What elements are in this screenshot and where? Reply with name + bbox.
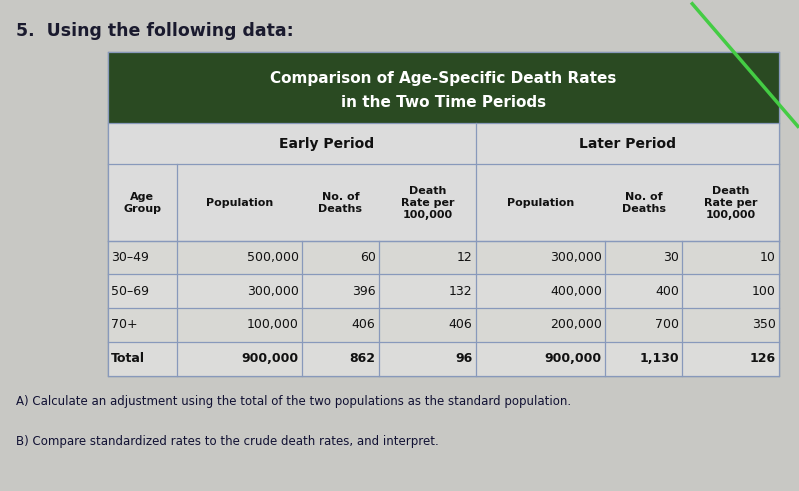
Text: Death
Rate per
100,000: Death Rate per 100,000 bbox=[400, 186, 454, 219]
Text: No. of
Deaths: No. of Deaths bbox=[318, 191, 362, 214]
Text: 400: 400 bbox=[655, 285, 679, 298]
Text: B) Compare standardized rates to the crude death rates, and interpret.: B) Compare standardized rates to the cru… bbox=[16, 435, 439, 447]
Bar bbox=[108, 164, 779, 241]
Text: 50–69: 50–69 bbox=[111, 285, 149, 298]
Text: Population: Population bbox=[205, 197, 273, 208]
Bar bbox=[108, 52, 779, 123]
Text: 500,000: 500,000 bbox=[247, 251, 299, 264]
Text: 5.  Using the following data:: 5. Using the following data: bbox=[16, 22, 294, 40]
Text: 100,000: 100,000 bbox=[247, 319, 299, 331]
Text: 60: 60 bbox=[360, 251, 376, 264]
Bar bbox=[108, 241, 779, 274]
Text: 12: 12 bbox=[457, 251, 472, 264]
Text: 1,130: 1,130 bbox=[639, 352, 679, 365]
Text: Total: Total bbox=[111, 352, 145, 365]
Text: 132: 132 bbox=[449, 285, 472, 298]
Text: 400,000: 400,000 bbox=[550, 285, 602, 298]
Text: 70+: 70+ bbox=[111, 319, 137, 331]
Text: Population: Population bbox=[507, 197, 574, 208]
Text: 300,000: 300,000 bbox=[247, 285, 299, 298]
Text: 700: 700 bbox=[655, 319, 679, 331]
Text: 862: 862 bbox=[349, 352, 376, 365]
Text: 900,000: 900,000 bbox=[545, 352, 602, 365]
Bar bbox=[108, 342, 779, 376]
Text: 30: 30 bbox=[663, 251, 679, 264]
Bar bbox=[108, 274, 779, 308]
Text: 10: 10 bbox=[760, 251, 776, 264]
Text: 96: 96 bbox=[455, 352, 472, 365]
Text: Age
Group: Age Group bbox=[123, 191, 161, 214]
Text: Death
Rate per
100,000: Death Rate per 100,000 bbox=[704, 186, 757, 219]
Text: 30–49: 30–49 bbox=[111, 251, 149, 264]
Text: in the Two Time Periods: in the Two Time Periods bbox=[341, 95, 546, 110]
Text: Comparison of Age-Specific Death Rates: Comparison of Age-Specific Death Rates bbox=[270, 71, 617, 86]
Text: A) Calculate an adjustment using the total of the two populations as the standar: A) Calculate an adjustment using the tot… bbox=[16, 395, 571, 408]
Text: Later Period: Later Period bbox=[579, 136, 676, 151]
Text: 396: 396 bbox=[352, 285, 376, 298]
Text: 350: 350 bbox=[752, 319, 776, 331]
Bar bbox=[108, 308, 779, 342]
Text: No. of
Deaths: No. of Deaths bbox=[622, 191, 666, 214]
Text: 406: 406 bbox=[352, 319, 376, 331]
Bar bbox=[108, 52, 779, 376]
Text: 900,000: 900,000 bbox=[241, 352, 299, 365]
Text: 300,000: 300,000 bbox=[550, 251, 602, 264]
Text: 406: 406 bbox=[449, 319, 472, 331]
Text: 100: 100 bbox=[752, 285, 776, 298]
Text: 200,000: 200,000 bbox=[550, 319, 602, 331]
Text: 126: 126 bbox=[749, 352, 776, 365]
Bar bbox=[108, 123, 779, 164]
Text: Early Period: Early Period bbox=[279, 136, 374, 151]
